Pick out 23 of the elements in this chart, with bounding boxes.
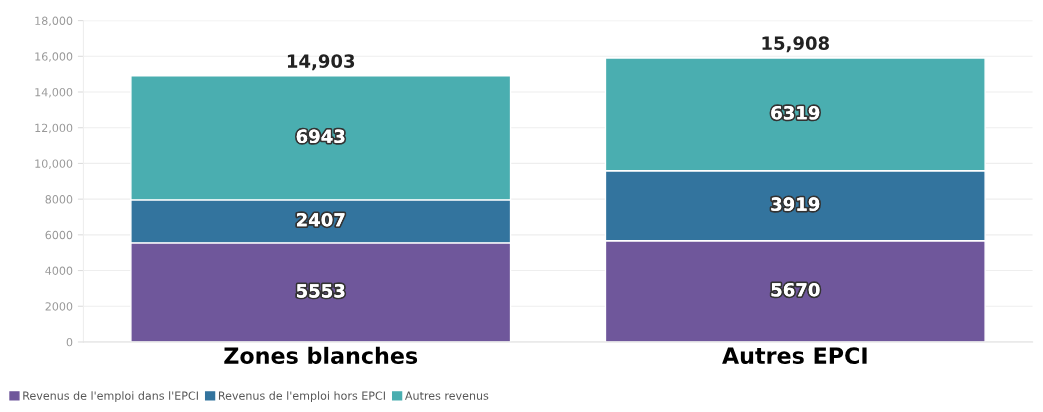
total-label: 14,903 [287, 54, 355, 71]
data-label: 2407 [297, 212, 345, 227]
data-label: 5553 [296, 283, 345, 298]
data-label: 3919 [771, 197, 820, 211]
legend-label: Revenus de l'emploi dans l'EPCI [23, 391, 198, 402]
legend-label: Autres revenus [405, 391, 489, 400]
data-label: 5670 [771, 282, 820, 297]
total-label: 15,908 [762, 36, 830, 53]
y-tick-label: 6000 [45, 230, 73, 240]
y-tick-label: 0 [66, 337, 73, 347]
y-tick-label: 8000 [45, 195, 73, 204]
legend-label: Revenus de l'emploi hors EPCI [218, 391, 385, 402]
data-label: 6319 [771, 105, 820, 120]
y-tick-label: 12,000 [35, 123, 73, 134]
y-tick-label: 10,000 [35, 159, 73, 169]
y-tick-label: 4000 [45, 266, 73, 275]
data-label: 6943 [296, 129, 345, 144]
y-tick-label: 14,000 [35, 87, 73, 98]
x-tick-label: Autres EPCI [722, 347, 867, 365]
x-tick-label: Zones blanches [224, 346, 418, 365]
y-tick-label: 16,000 [35, 52, 73, 62]
y-tick-label: 2000 [45, 302, 73, 311]
y-tick-label: 18,000 [35, 16, 73, 27]
